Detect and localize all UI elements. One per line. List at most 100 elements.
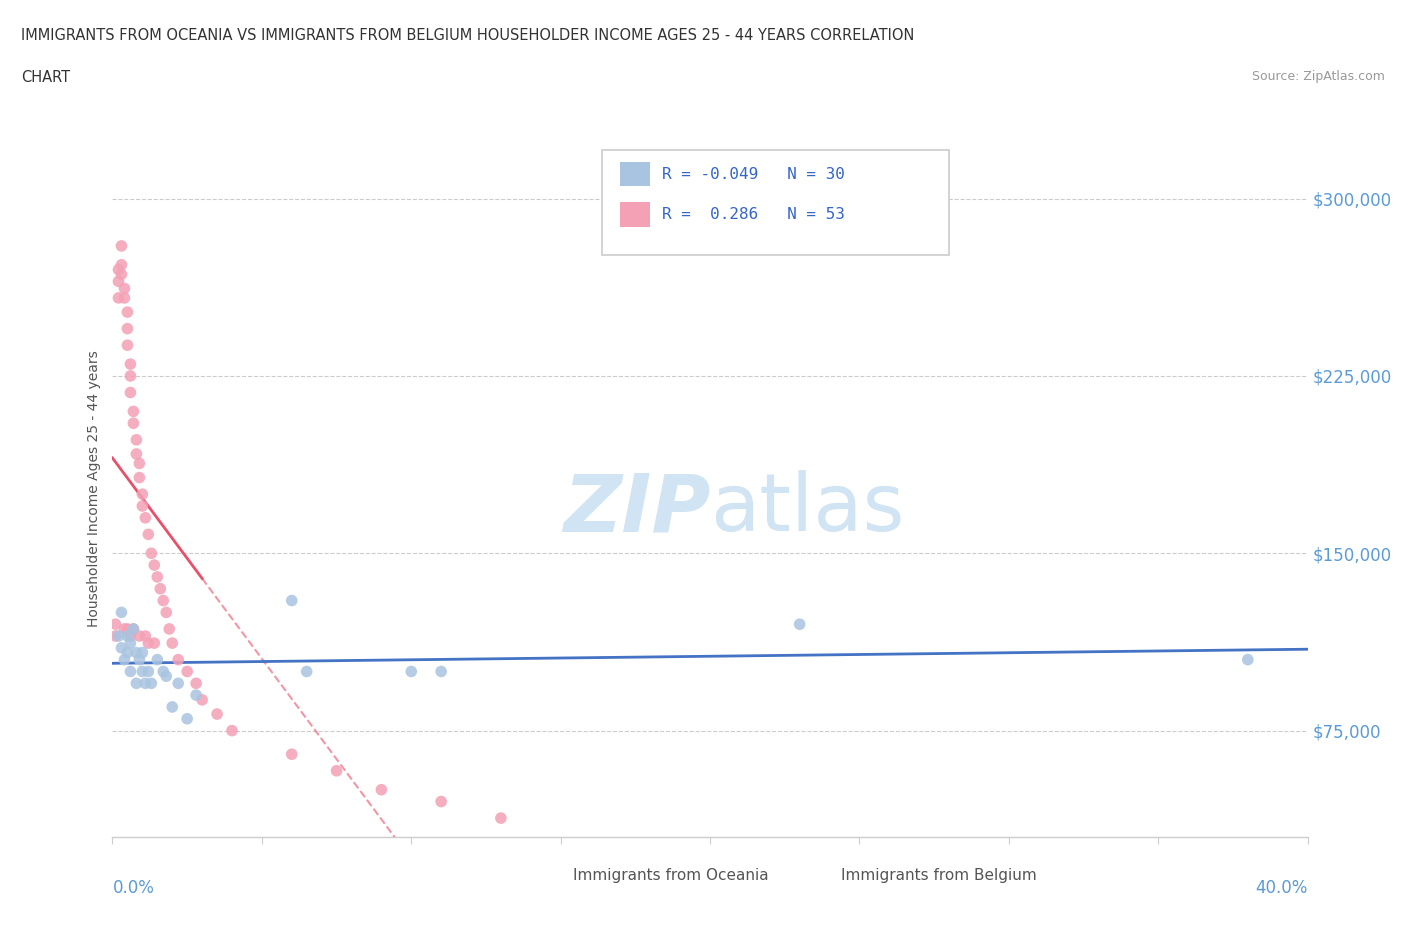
Point xyxy=(325,764,347,778)
Point xyxy=(120,629,142,644)
Point xyxy=(186,687,208,702)
Point xyxy=(131,486,153,501)
Point xyxy=(176,711,198,726)
Text: ZIP: ZIP xyxy=(562,471,710,548)
Point xyxy=(125,645,148,660)
Point xyxy=(107,290,129,305)
Point xyxy=(128,629,150,644)
Point xyxy=(104,629,127,644)
Point xyxy=(143,558,166,573)
Point xyxy=(430,794,453,809)
Point xyxy=(167,652,190,667)
Point xyxy=(138,527,160,542)
Point xyxy=(131,664,153,679)
Point xyxy=(430,664,453,679)
Point xyxy=(157,621,180,636)
Text: Source: ZipAtlas.com: Source: ZipAtlas.com xyxy=(1251,70,1385,83)
Point xyxy=(120,636,142,651)
Point xyxy=(141,546,163,561)
Point xyxy=(370,782,392,797)
Text: IMMIGRANTS FROM OCEANIA VS IMMIGRANTS FROM BELGIUM HOUSEHOLDER INCOME AGES 25 - : IMMIGRANTS FROM OCEANIA VS IMMIGRANTS FR… xyxy=(21,28,914,43)
Text: Immigrants from Oceania: Immigrants from Oceania xyxy=(572,868,768,883)
Point xyxy=(1237,652,1260,667)
Point xyxy=(134,629,156,644)
Point xyxy=(167,676,190,691)
Point xyxy=(176,664,198,679)
Point xyxy=(117,338,139,352)
Point xyxy=(122,621,145,636)
Point xyxy=(155,669,177,684)
Point xyxy=(122,404,145,418)
Point xyxy=(143,636,166,651)
Point xyxy=(125,432,148,447)
Point xyxy=(281,747,304,762)
Point xyxy=(401,664,423,679)
Point xyxy=(128,456,150,471)
Point xyxy=(120,368,142,383)
Point xyxy=(107,274,129,289)
Point xyxy=(146,569,169,584)
Point xyxy=(186,676,208,691)
Point xyxy=(114,281,135,296)
Point xyxy=(110,641,132,656)
Point xyxy=(117,645,139,660)
FancyBboxPatch shape xyxy=(602,150,949,255)
Text: Immigrants from Belgium: Immigrants from Belgium xyxy=(841,868,1038,883)
Point xyxy=(162,636,183,651)
Text: CHART: CHART xyxy=(21,70,70,85)
Point xyxy=(125,446,148,461)
Point xyxy=(146,652,169,667)
Point xyxy=(110,238,132,253)
Point xyxy=(117,629,139,644)
Point xyxy=(131,645,153,660)
Point xyxy=(114,652,135,667)
Point xyxy=(110,267,132,282)
Bar xyxy=(620,203,650,227)
Bar xyxy=(620,162,650,186)
Point xyxy=(117,621,139,636)
Point xyxy=(110,604,132,619)
Text: R = -0.049   N = 30: R = -0.049 N = 30 xyxy=(662,166,845,182)
Point xyxy=(120,664,142,679)
Point xyxy=(120,385,142,400)
Point xyxy=(149,581,172,596)
Point xyxy=(489,811,512,826)
Point xyxy=(138,664,160,679)
Point xyxy=(141,676,163,691)
Point xyxy=(221,724,243,738)
Point xyxy=(131,498,153,513)
Point xyxy=(155,604,177,619)
Point xyxy=(114,621,135,636)
Point xyxy=(114,290,135,305)
Point xyxy=(162,699,183,714)
Bar xyxy=(800,861,834,889)
Point xyxy=(138,636,160,651)
Point xyxy=(107,262,129,277)
Point xyxy=(122,416,145,431)
Point xyxy=(110,258,132,272)
Point xyxy=(281,593,304,608)
Point xyxy=(134,511,156,525)
Point xyxy=(789,617,811,631)
Bar xyxy=(531,861,564,889)
Point xyxy=(122,621,145,636)
Text: 0.0%: 0.0% xyxy=(112,879,155,897)
Point xyxy=(152,664,174,679)
Point xyxy=(295,664,318,679)
Point xyxy=(120,357,142,372)
Point xyxy=(152,593,174,608)
Text: R =  0.286   N = 53: R = 0.286 N = 53 xyxy=(662,207,845,222)
Point xyxy=(125,676,148,691)
Point xyxy=(205,707,228,722)
Y-axis label: Householder Income Ages 25 - 44 years: Householder Income Ages 25 - 44 years xyxy=(87,350,101,627)
Point xyxy=(117,321,139,336)
Point xyxy=(191,693,214,708)
Point xyxy=(128,652,150,667)
Point xyxy=(134,676,156,691)
Text: 40.0%: 40.0% xyxy=(1256,879,1308,897)
Text: atlas: atlas xyxy=(710,471,904,548)
Point xyxy=(107,629,129,644)
Point xyxy=(117,305,139,320)
Point xyxy=(104,617,127,631)
Point xyxy=(128,471,150,485)
